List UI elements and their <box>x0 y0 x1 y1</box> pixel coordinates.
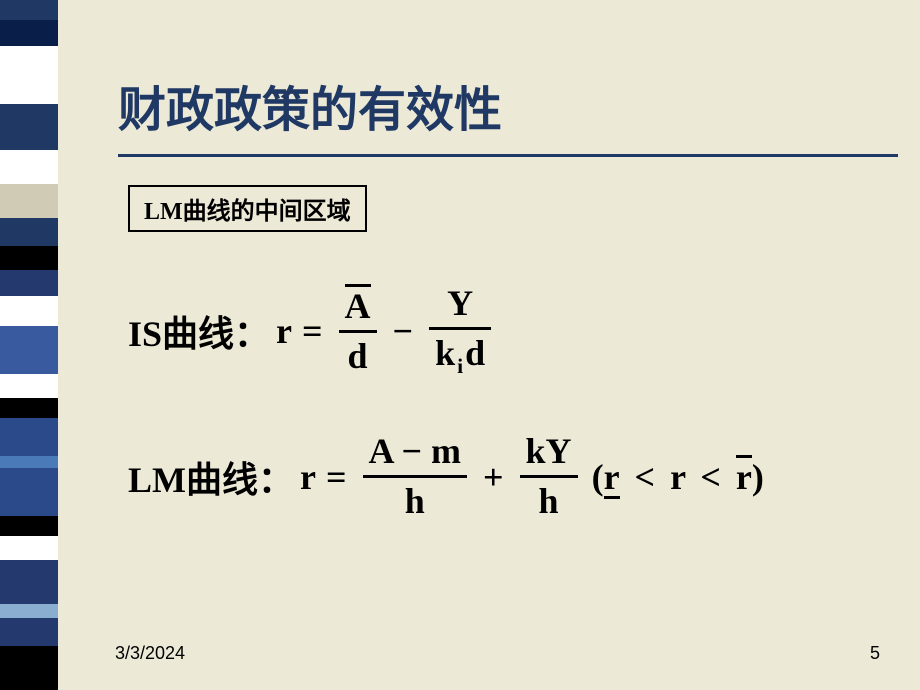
is-num2: Y <box>441 282 479 325</box>
lm-num2: kY <box>520 430 578 473</box>
footer-page-number: 5 <box>870 643 880 664</box>
formula-block: IS曲线： r = A d − Y kid LM曲线： r = <box>128 282 890 524</box>
stripe-segment <box>0 104 58 150</box>
r-overbar: r <box>736 455 752 495</box>
stripe-segment <box>0 374 58 398</box>
equals-sign: = <box>302 310 323 352</box>
stripe-segment <box>0 246 58 270</box>
stripe-segment <box>0 398 58 418</box>
decorative-stripe <box>0 0 58 690</box>
fraction-bar <box>520 475 578 478</box>
is-den2: kid <box>429 332 491 380</box>
footer-date: 3/3/2024 <box>115 643 185 664</box>
lm-lhs: r <box>300 456 316 498</box>
stripe-segment <box>0 76 58 104</box>
stripe-segment <box>0 46 58 76</box>
stripe-segment <box>0 516 58 536</box>
den2-d: d <box>465 333 485 373</box>
stripe-segment <box>0 560 58 604</box>
lm-fraction-2: kY h <box>520 430 578 523</box>
title-underline <box>118 154 898 157</box>
stripe-segment <box>0 646 58 690</box>
lm-den2: h <box>533 480 565 523</box>
den2-sub-i: i <box>457 354 463 378</box>
fraction-bar <box>429 327 491 330</box>
is-num1: A <box>339 284 377 328</box>
slide-footer: 3/3/2024 5 <box>115 643 880 664</box>
minus-sign: − <box>393 310 414 352</box>
r-mid: r <box>670 457 685 497</box>
a-bar: A <box>345 284 371 324</box>
lm-fraction-1: A − m h <box>363 430 468 523</box>
fraction-bar <box>363 475 468 478</box>
is-label: IS曲线： <box>128 305 270 357</box>
stripe-segment <box>0 326 58 374</box>
is-fraction-1: A d <box>339 284 377 378</box>
stripe-segment <box>0 184 58 218</box>
equals-sign: = <box>326 456 347 498</box>
lm-formula: LM曲线： r = A − m h + kY h (r < r <box>128 430 890 523</box>
is-fraction-2: Y kid <box>429 282 491 380</box>
lt-sign: < <box>635 457 656 497</box>
stripe-segment <box>0 604 58 618</box>
lm-den1: h <box>399 480 431 523</box>
slide: 财政政策的有效性 LM曲线的中间区域 IS曲线： r = A d − Y kid <box>0 0 920 690</box>
stripe-segment <box>0 0 58 20</box>
lm-range: (r < r < r) <box>592 455 764 499</box>
plus-sign: + <box>483 456 504 498</box>
stripe-segment <box>0 150 58 184</box>
lm-label: LM曲线： <box>128 451 294 503</box>
slide-content: 财政政策的有效性 LM曲线的中间区域 IS曲线： r = A d − Y kid <box>58 0 920 690</box>
is-formula: IS曲线： r = A d − Y kid <box>128 282 890 380</box>
stripe-segment <box>0 418 58 456</box>
stripe-segment <box>0 296 58 326</box>
paren-open: ( <box>592 457 604 497</box>
stripe-segment <box>0 270 58 296</box>
lt-sign: < <box>700 457 721 497</box>
is-den1: d <box>342 335 374 378</box>
stripe-segment <box>0 468 58 516</box>
stripe-segment <box>0 20 58 46</box>
is-lhs: r <box>276 310 292 352</box>
den2-k: k <box>435 333 455 373</box>
stripe-segment <box>0 536 58 560</box>
stripe-segment <box>0 218 58 246</box>
r-underbar: r <box>604 459 620 499</box>
stripe-segment <box>0 456 58 468</box>
lm-num1: A − m <box>363 430 468 473</box>
stripe-segment <box>0 618 58 646</box>
slide-title: 财政政策的有效性 <box>118 70 890 140</box>
fraction-bar <box>339 330 377 333</box>
subtitle-box: LM曲线的中间区域 <box>128 185 367 232</box>
paren-close: ) <box>752 457 764 497</box>
